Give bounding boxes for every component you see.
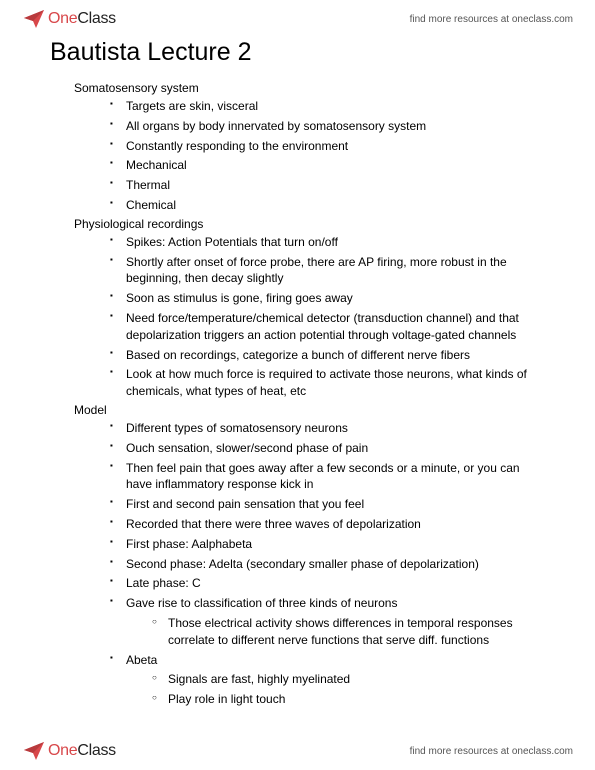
list-item: First phase: Aalphabeta [110,536,545,553]
list-item: Ouch sensation, slower/second phase of p… [110,440,545,457]
list-item: Based on recordings, categorize a bunch … [110,347,545,364]
sub-bullet-list: Signals are fast, highly myelinated Play … [152,671,545,708]
list-item: AbetaSignals are fast, highly myelinated… [110,652,545,708]
brand-text: OneClass [48,742,116,760]
header-tagline: find more resources at oneclass.com [410,14,573,25]
bullet-list: Targets are skin, visceral All organs by … [110,98,545,214]
bullet-list: Different types of somatosensory neurons… [110,420,545,708]
list-item: Gave rise to classification of three kin… [110,595,545,648]
list-item: Recorded that there were three waves of … [110,516,545,533]
list-item: Targets are skin, visceral [110,98,545,115]
list-item: Second phase: Adelta (secondary smaller … [110,556,545,573]
document-body: Bautista Lecture 2 Somatosensory system T… [0,34,595,708]
brand-logo-footer: OneClass [22,740,116,762]
paper-plane-icon [22,8,46,30]
list-item: Thermal [110,177,545,194]
list-item: Chemical [110,197,545,214]
list-item: Play role in light touch [152,691,545,708]
section-heading: Somatosensory system [74,81,545,95]
list-item: Need force/temperature/chemical detector… [110,310,545,344]
list-item: Then feel pain that goes away after a fe… [110,460,545,494]
page-footer: OneClass find more resources at oneclass… [0,736,595,770]
list-item: Signals are fast, highly myelinated [152,671,545,688]
list-item: First and second pain sensation that you… [110,496,545,513]
list-item: Different types of somatosensory neurons [110,420,545,437]
section-heading: Physiological recordings [74,217,545,231]
brand-logo: OneClass [22,8,116,30]
list-item: Spikes: Action Potentials that turn on/o… [110,234,545,251]
list-item: Late phase: C [110,575,545,592]
paper-plane-icon [22,740,46,762]
footer-tagline: find more resources at oneclass.com [410,746,573,757]
page-title: Bautista Lecture 2 [50,38,545,67]
page-header: OneClass find more resources at oneclass… [0,0,595,34]
section-heading: Model [74,403,545,417]
list-item: Look at how much force is required to ac… [110,366,545,400]
list-item: All organs by body innervated by somatos… [110,118,545,135]
list-item: Those electrical activity shows differen… [152,615,545,649]
list-item: Shortly after onset of force probe, ther… [110,254,545,288]
bullet-list: Spikes: Action Potentials that turn on/o… [110,234,545,400]
list-item: Constantly responding to the environment [110,138,545,155]
brand-text: OneClass [48,10,116,28]
list-item: Mechanical [110,157,545,174]
list-item: Soon as stimulus is gone, firing goes aw… [110,290,545,307]
sub-bullet-list: Those electrical activity shows differen… [152,615,545,649]
